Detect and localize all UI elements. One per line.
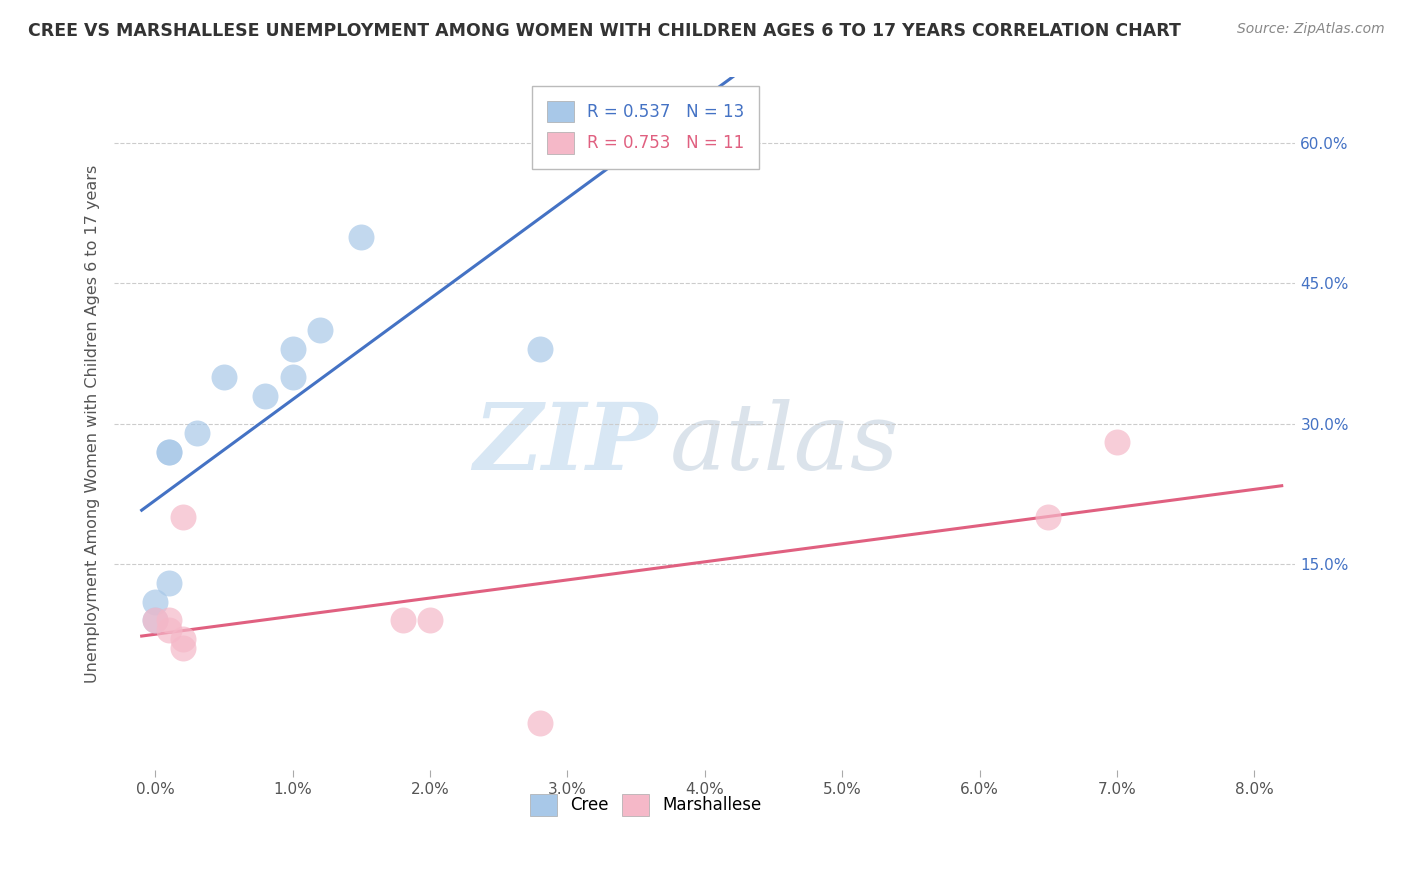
Point [391, 613, 413, 627]
Legend: Cree, Marshallese: Cree, Marshallese [522, 786, 769, 824]
Point [172, 632, 194, 646]
Point [1038, 510, 1060, 524]
Point [145, 613, 167, 627]
Point [529, 342, 551, 356]
Point [254, 389, 277, 403]
Point [281, 342, 304, 356]
Y-axis label: Unemployment Among Women with Children Ages 6 to 17 years: Unemployment Among Women with Children A… [86, 165, 100, 683]
Point [157, 444, 180, 458]
Point [157, 623, 180, 637]
Point [157, 613, 180, 627]
Text: Source: ZipAtlas.com: Source: ZipAtlas.com [1237, 22, 1385, 37]
Point [145, 594, 167, 608]
Point [157, 444, 180, 458]
Text: CREE VS MARSHALLESE UNEMPLOYMENT AMONG WOMEN WITH CHILDREN AGES 6 TO 17 YEARS CO: CREE VS MARSHALLESE UNEMPLOYMENT AMONG W… [28, 22, 1181, 40]
Point [172, 510, 194, 524]
Point [281, 370, 304, 384]
Point [350, 229, 373, 244]
Point [419, 613, 441, 627]
Point [309, 323, 332, 337]
Point [1105, 435, 1128, 450]
Point [145, 613, 167, 627]
Point [172, 641, 194, 656]
Point [212, 370, 235, 384]
Text: ZIP: ZIP [474, 400, 658, 490]
Point [157, 575, 180, 590]
Point [186, 426, 208, 441]
Text: atlas: atlas [669, 400, 898, 490]
Point [529, 716, 551, 731]
